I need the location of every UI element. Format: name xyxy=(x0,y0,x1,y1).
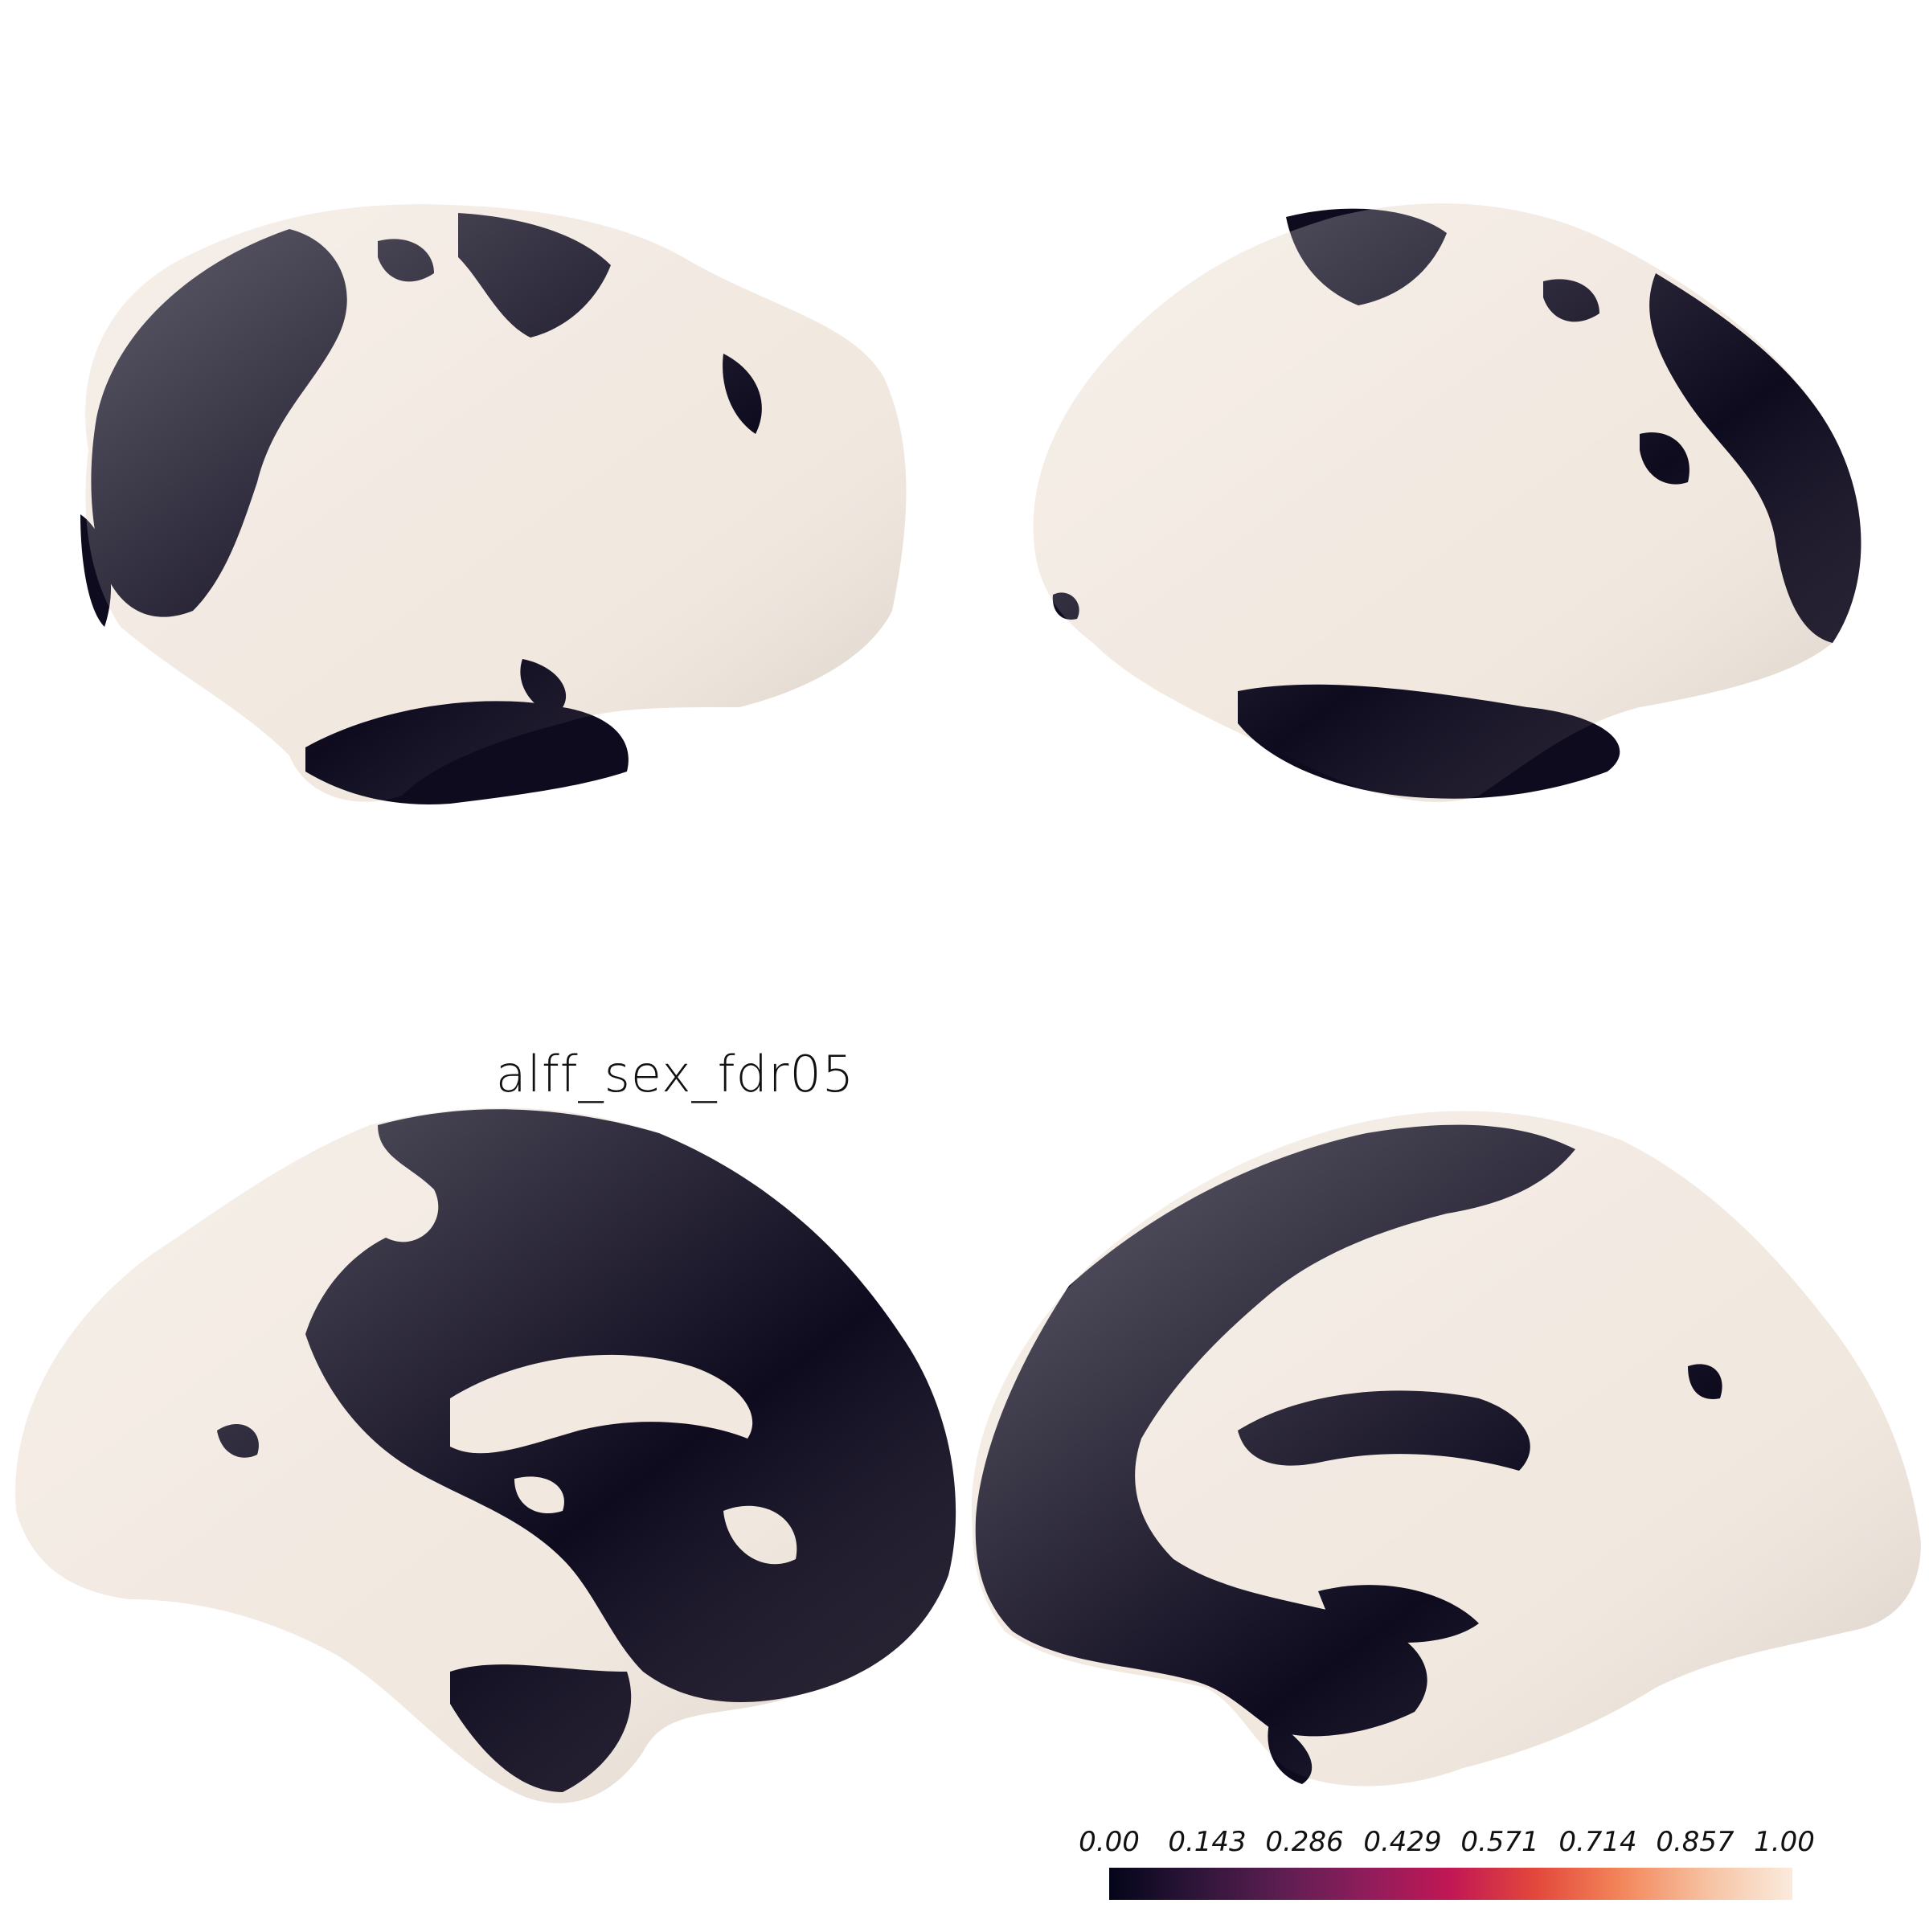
colorbar-tick-label: 0.00 xyxy=(1079,1826,1140,1858)
colorbar-tick-label: 0.143 xyxy=(1168,1826,1247,1858)
colorbar: 0.00 0.143 0.286 0.429 0.571 0.714 0.857… xyxy=(1079,1826,1815,1914)
brain-left-lateral xyxy=(80,204,907,804)
figure-title: alff_sex_fdr05 xyxy=(495,1045,855,1103)
colorbar-tick-label: 0.571 xyxy=(1460,1826,1539,1858)
colorbar-tick-label: 0.286 xyxy=(1265,1826,1344,1858)
brain-right-medial xyxy=(971,1111,1921,1787)
brain-right-lateral xyxy=(1033,203,1861,802)
colorbar-tick-label: 1.00 xyxy=(1754,1826,1815,1858)
colorbar-tick-labels: 0.00 0.143 0.286 0.429 0.571 0.714 0.857… xyxy=(1079,1826,1815,1864)
colorbar-tick-label: 0.429 xyxy=(1363,1826,1442,1858)
colorbar-tick-label: 0.857 xyxy=(1656,1826,1734,1858)
brain-left-medial xyxy=(15,1107,956,1803)
colorbar-tick-label: 0.714 xyxy=(1558,1826,1637,1858)
colorbar-gradient xyxy=(1109,1868,1792,1900)
